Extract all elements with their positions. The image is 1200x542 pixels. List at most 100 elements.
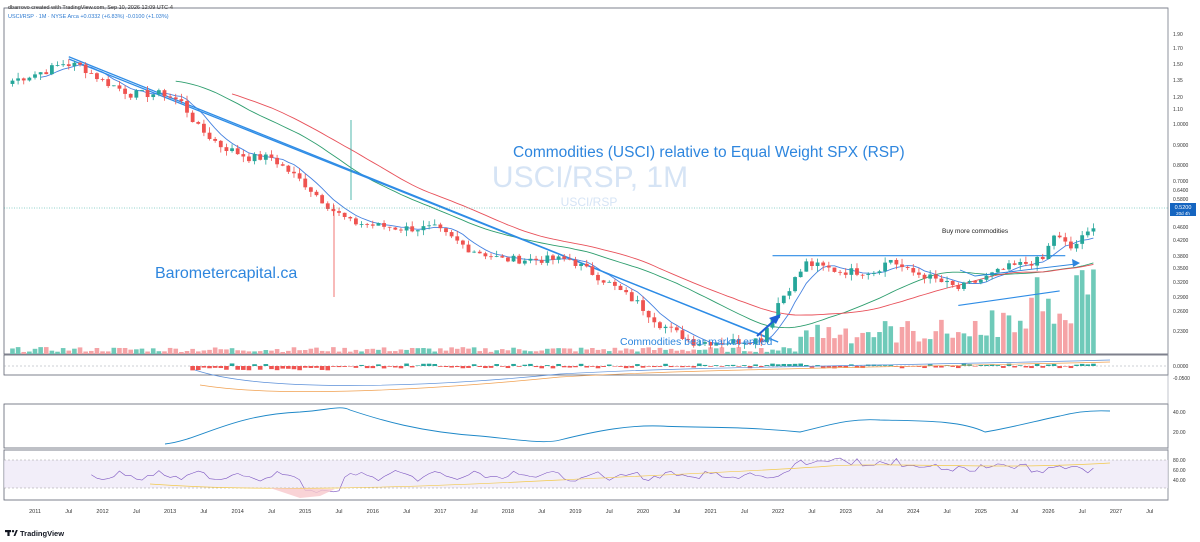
candle [674, 325, 679, 333]
volume-bar [201, 350, 207, 354]
volume-bar [843, 328, 849, 354]
oscillator-bar [657, 366, 663, 367]
volume-bar [212, 347, 218, 354]
candle [511, 253, 516, 263]
oscillator-bar [989, 364, 995, 366]
oscillator-bar [314, 366, 319, 368]
volume-bar [820, 337, 826, 354]
volume-bar [713, 348, 719, 354]
candle [213, 136, 218, 143]
candle [1023, 256, 1028, 267]
oscillator-bar [792, 363, 798, 366]
candle [1069, 236, 1073, 251]
candle [765, 327, 769, 343]
volume-bar [680, 349, 685, 354]
rsi-signal-path [149, 462, 1111, 489]
candle [962, 281, 966, 292]
volume-bar [865, 332, 871, 354]
candle [888, 259, 893, 265]
price-axis: 1.90 1.70 1.50 1.35 1.20 1.10 1.0000 0.9000 0.80… [1173, 32, 1190, 484]
oscillator-bar [291, 366, 297, 370]
price-axis-label: 1.50 [1173, 62, 1183, 68]
candle [173, 93, 178, 105]
volume-bar [297, 350, 302, 354]
candle [579, 262, 584, 271]
oscillator-histogram [190, 359, 1111, 392]
bear-ended-label: Commodities bear market ended [620, 336, 772, 348]
ma-slow-line [231, 93, 1094, 316]
price-axis-label: 0.4600 [1173, 225, 1189, 231]
candle [1085, 227, 1090, 238]
oscillator-bar [561, 366, 567, 368]
oscillator-bar [426, 363, 432, 366]
price-axis-label: 0.2300 [1173, 329, 1189, 335]
candle [748, 342, 752, 345]
time-axis-label: 2026 [1042, 509, 1054, 515]
volume-bar [477, 351, 483, 354]
candle [517, 253, 522, 265]
candle [444, 227, 448, 236]
oscillator-bar [359, 364, 364, 366]
symbol-line: USCI/RSP · 1M · NYSE Arca +0.0332 (+6.83… [8, 14, 169, 20]
time-axis-label: 2020 [637, 509, 649, 515]
oscillator-bar [1029, 366, 1034, 369]
volume-bar [499, 349, 505, 354]
volume-bar [956, 332, 961, 354]
candle [871, 271, 876, 277]
oscillator-bar [1062, 366, 1068, 367]
volume-bar [184, 350, 190, 354]
candle [421, 220, 426, 236]
oscillator-bar [432, 363, 438, 366]
volume-bar [83, 351, 88, 354]
volume-bar [972, 320, 978, 354]
candle [455, 230, 460, 245]
candle [252, 152, 257, 165]
volume-bar [257, 351, 263, 354]
volume-bar [105, 351, 111, 354]
candle [1007, 259, 1011, 272]
candle [838, 270, 842, 276]
oscillator-bar [212, 366, 218, 368]
volume-bar [269, 350, 274, 354]
volume-bar [916, 341, 922, 354]
volume-bar [393, 351, 398, 354]
volume-bar [539, 350, 544, 354]
candle [669, 322, 674, 333]
volume-bar [364, 349, 370, 354]
oscillator-bar [652, 366, 657, 368]
oscillator-bar [511, 363, 516, 366]
oscillator-bar [1012, 366, 1017, 368]
volume-bar [224, 349, 229, 354]
candle [500, 254, 505, 259]
candle [78, 61, 82, 67]
volume-bar [229, 348, 235, 354]
oscillator-bar [775, 364, 781, 366]
candle [1001, 267, 1006, 270]
volume-bar [871, 337, 877, 354]
candle [545, 251, 550, 266]
oscillator-bar [978, 364, 984, 366]
candle [725, 342, 730, 346]
oscillator-bar [347, 366, 353, 367]
time-axis-label: 2025 [975, 509, 987, 515]
time-axis-label: 2019 [569, 509, 581, 515]
oscillator-bar [376, 364, 381, 366]
oscillator-bar [668, 366, 674, 368]
oscillator-bar [747, 366, 753, 369]
oscillator-bar [950, 366, 955, 367]
price-axis-label: 0.2600 [1173, 309, 1189, 315]
volume-bar [939, 319, 944, 354]
oscillator-bar [590, 366, 595, 367]
price-axis-label: 0.3500 [1173, 266, 1189, 272]
candle [703, 339, 707, 347]
candle [49, 62, 54, 76]
candle [477, 249, 482, 254]
volume-bar [449, 347, 454, 354]
candle [506, 256, 510, 263]
oscillator-bar [528, 363, 533, 366]
osc-macd-line [194, 359, 1111, 386]
oscillator-bar [697, 363, 702, 366]
time-axis-label: Jul [876, 509, 883, 515]
rsi-oversold-fill [270, 488, 335, 498]
candle [753, 338, 758, 349]
